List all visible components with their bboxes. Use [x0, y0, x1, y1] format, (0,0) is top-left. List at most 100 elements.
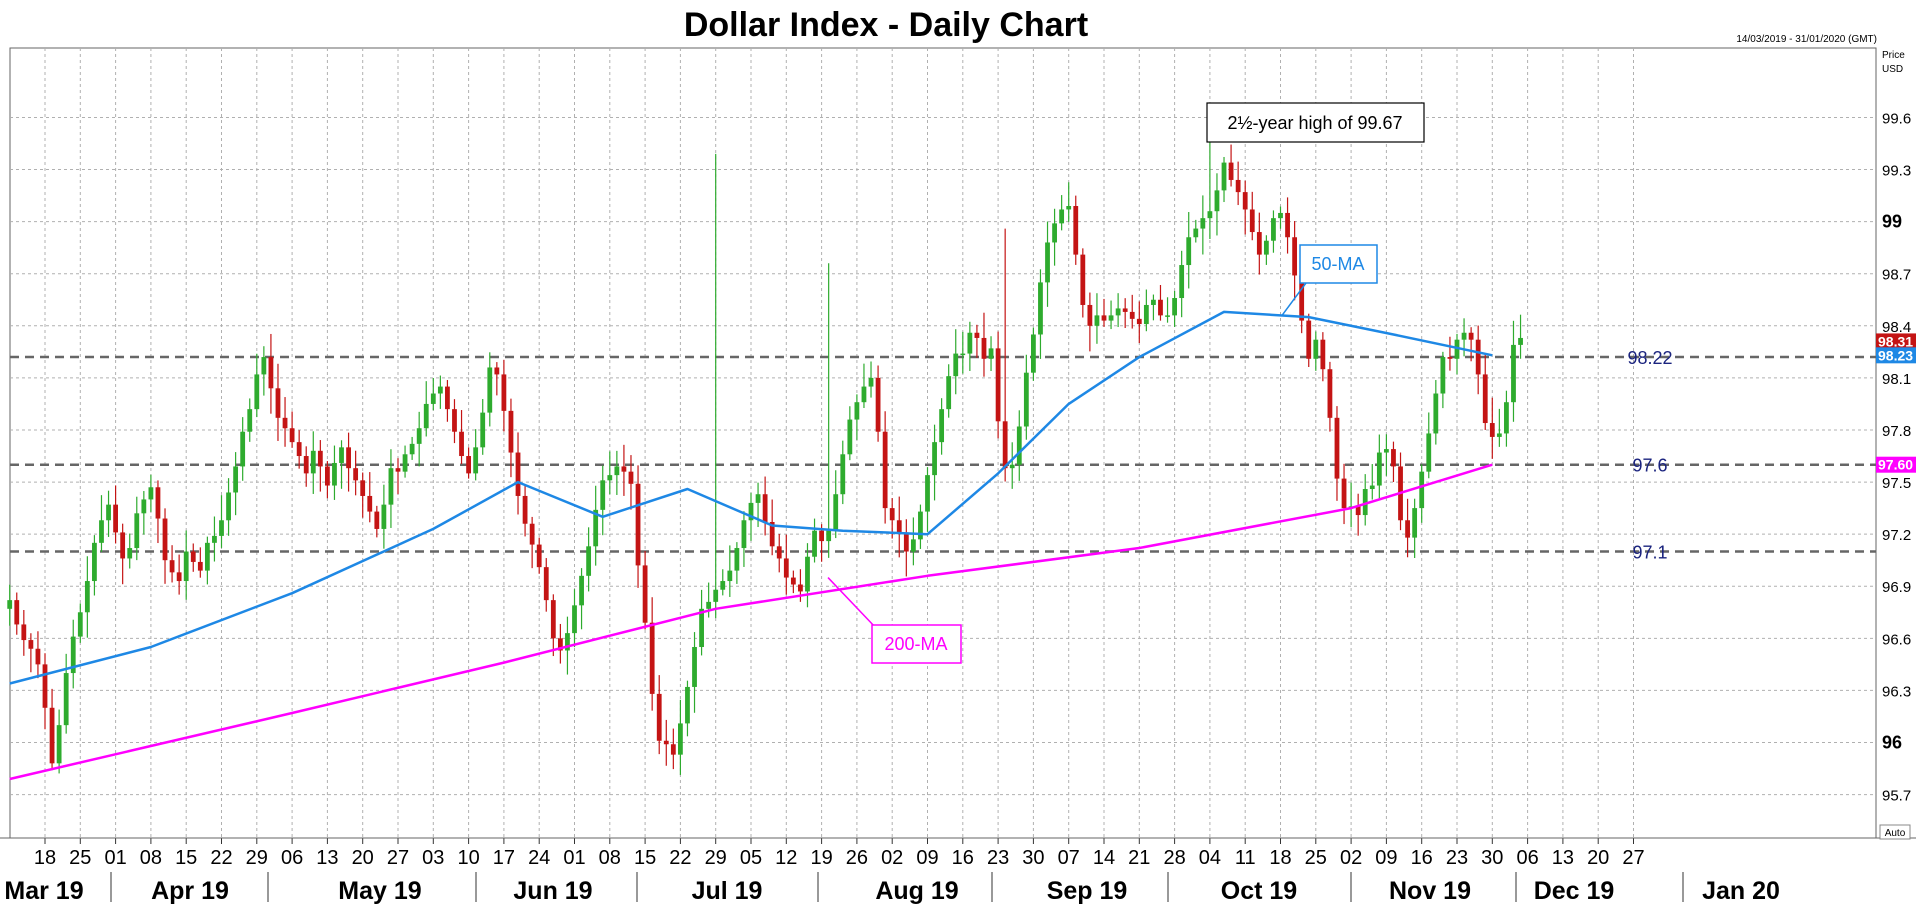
candle-body [1369, 485, 1375, 490]
ma200-callout-box [871, 624, 962, 664]
x-day-label: 19 [810, 847, 832, 869]
candle-body [92, 542, 97, 582]
candle-body [409, 443, 415, 455]
candle-body [720, 581, 726, 590]
candle-body [247, 409, 253, 432]
candle-body [995, 348, 1001, 422]
candle-body [974, 332, 980, 338]
candle-body [35, 648, 41, 665]
annotations: 2½-year high of 99.67 50-MA 200-MA [827, 102, 1425, 664]
candle-body [1412, 508, 1418, 538]
x-day-label: 06 [281, 847, 303, 869]
candle-body [261, 357, 267, 375]
x-month-label: Sep 19 [1047, 877, 1128, 905]
candle-body [579, 575, 584, 606]
candle-body [1129, 311, 1135, 319]
ma50-callout-box [1299, 244, 1378, 284]
candle-body [197, 561, 203, 571]
candle-body [1080, 254, 1086, 305]
candle-body [127, 548, 133, 559]
currency-label: USD [1882, 64, 1903, 75]
candle-body [155, 487, 161, 519]
y-tick-label: 96.9 [1882, 579, 1911, 596]
candle-body [621, 466, 627, 472]
candle-body [204, 542, 210, 571]
candle-body [1489, 423, 1495, 437]
candle-body [1334, 417, 1340, 479]
candle-body [819, 530, 824, 542]
x-month-label: Jul 19 [692, 877, 763, 905]
candle-body [1327, 369, 1333, 418]
candle-body [826, 530, 832, 542]
candle-body [882, 431, 888, 509]
candle-body [14, 600, 20, 625]
candle-body [840, 454, 846, 495]
candle-body [473, 447, 479, 474]
candle-body [1419, 471, 1425, 509]
candle-body [1440, 357, 1446, 394]
candle-body [1426, 433, 1432, 472]
candle-body [953, 353, 959, 377]
x-day-label: 23 [987, 847, 1009, 869]
candle-body [1384, 449, 1389, 453]
candle-body [903, 532, 909, 552]
moving-averages [9, 310, 1493, 781]
candle-body [713, 589, 719, 602]
x-day-label: 01 [563, 847, 585, 869]
x-day-label: 13 [1552, 847, 1574, 869]
candle-body [854, 402, 860, 420]
candle-body [628, 471, 634, 484]
candle-body [282, 417, 288, 429]
x-day-label: 25 [69, 847, 91, 869]
x-day-label: 06 [1516, 847, 1538, 869]
candle-body [508, 410, 514, 453]
candle-body [543, 567, 549, 601]
candle-body [1313, 339, 1319, 359]
candle-body [1518, 337, 1523, 345]
x-day-label: 04 [1199, 847, 1221, 869]
x-day-label: 02 [1340, 847, 1362, 869]
auto-scale-label: Auto [1885, 828, 1906, 839]
candle-body [649, 622, 655, 694]
candle-body [1263, 240, 1269, 255]
ma50-callout-text: 50-MA [1311, 254, 1364, 274]
candle-body [910, 539, 916, 552]
candle-body [1433, 393, 1439, 434]
x-month-label: Nov 19 [1389, 877, 1471, 905]
y-tick-label: 99.3 [1882, 163, 1911, 180]
candle-body [233, 466, 239, 493]
candle-body [1066, 206, 1072, 210]
candle-body [1228, 162, 1234, 180]
candle-body [1045, 242, 1050, 283]
x-day-label: 14 [1093, 847, 1115, 869]
candle-body [1207, 211, 1213, 219]
candle-body [1376, 452, 1382, 486]
x-month-label: Dec 19 [1534, 877, 1615, 905]
candle-body [741, 520, 747, 549]
candle-body [1362, 489, 1368, 516]
candle-body [1193, 228, 1199, 238]
auto-scale-button[interactable] [1879, 824, 1911, 840]
candle-body [381, 504, 387, 529]
candle-body [289, 428, 295, 443]
x-day-label: 18 [1269, 847, 1291, 869]
candle-body [84, 581, 90, 613]
candle-body [522, 495, 528, 524]
candle-body [1179, 265, 1185, 299]
x-day-label: 30 [1481, 847, 1503, 869]
candle-body [1235, 179, 1241, 193]
candle-body [769, 522, 775, 547]
candle-body [925, 475, 930, 512]
candle-body [678, 723, 683, 755]
x-day-label: 27 [387, 847, 409, 869]
candle-body [1504, 402, 1509, 434]
y-tick-label: 97.8 [1882, 423, 1911, 440]
candle-body [1087, 304, 1093, 326]
candle-body [946, 376, 952, 410]
candle-body [1143, 304, 1149, 325]
candle-body [367, 495, 373, 512]
candle-body [1165, 315, 1170, 317]
level-label: 97.1 [1632, 543, 1667, 563]
candle-body [113, 504, 118, 533]
